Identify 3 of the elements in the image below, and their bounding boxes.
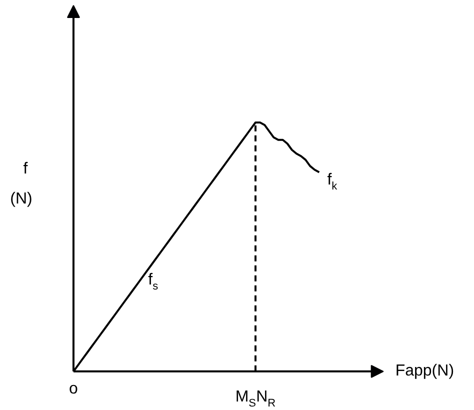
x-axis-title: Fapp(N) bbox=[395, 362, 454, 380]
x-tick-label: o bbox=[69, 380, 78, 398]
y-axis-title: f (N) bbox=[10, 160, 32, 208]
